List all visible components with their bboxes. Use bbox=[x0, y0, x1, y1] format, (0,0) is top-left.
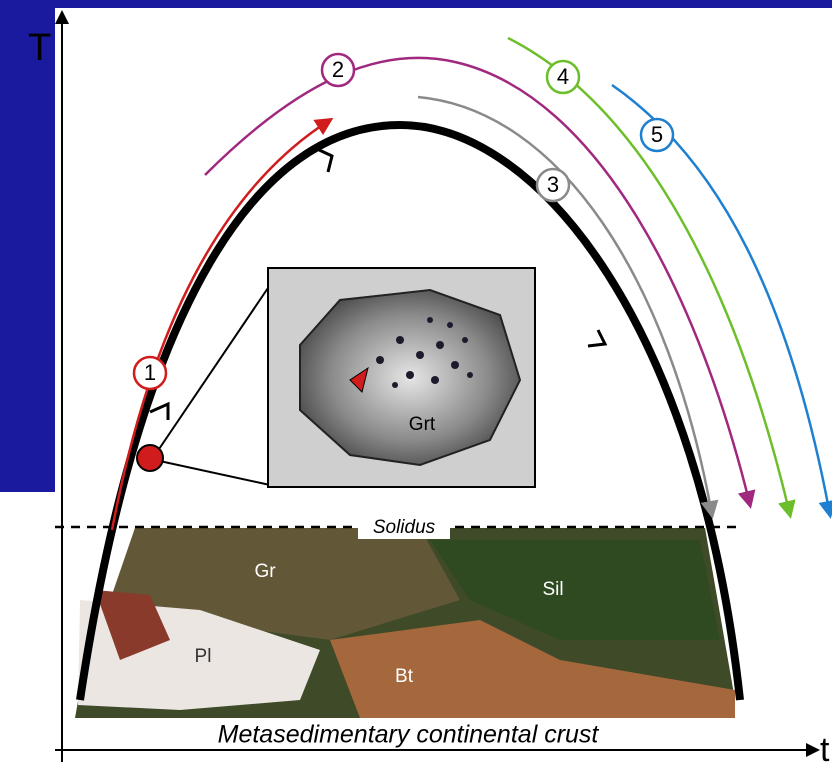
x-axis-label: t bbox=[820, 731, 830, 769]
path-label: 3 bbox=[547, 172, 559, 197]
crust-label: Metasedimentary continental crust bbox=[218, 721, 600, 749]
mineral-label: Sil bbox=[542, 579, 563, 600]
mineral-label: Pl bbox=[195, 646, 212, 667]
page: {"axes": {"y_label": "T", "x_label": "t"… bbox=[0, 0, 832, 772]
y-axis-label: T bbox=[28, 27, 51, 69]
mineral-label: Gr bbox=[254, 561, 276, 582]
rock-photo bbox=[75, 528, 735, 718]
mineral-label: Grt bbox=[409, 414, 436, 435]
mineral-label: Bt bbox=[395, 666, 414, 687]
path-label: 4 bbox=[557, 64, 569, 89]
path-label: 5 bbox=[651, 122, 663, 147]
solidus-label: Solidus bbox=[373, 517, 436, 538]
figure: T t Solidus 1 2 3 4 5 Grt Gr Sil Pl Bt M… bbox=[0, 0, 832, 772]
path-label: 1 bbox=[144, 360, 156, 385]
sample-point bbox=[137, 445, 163, 471]
path-label: 2 bbox=[332, 57, 344, 82]
